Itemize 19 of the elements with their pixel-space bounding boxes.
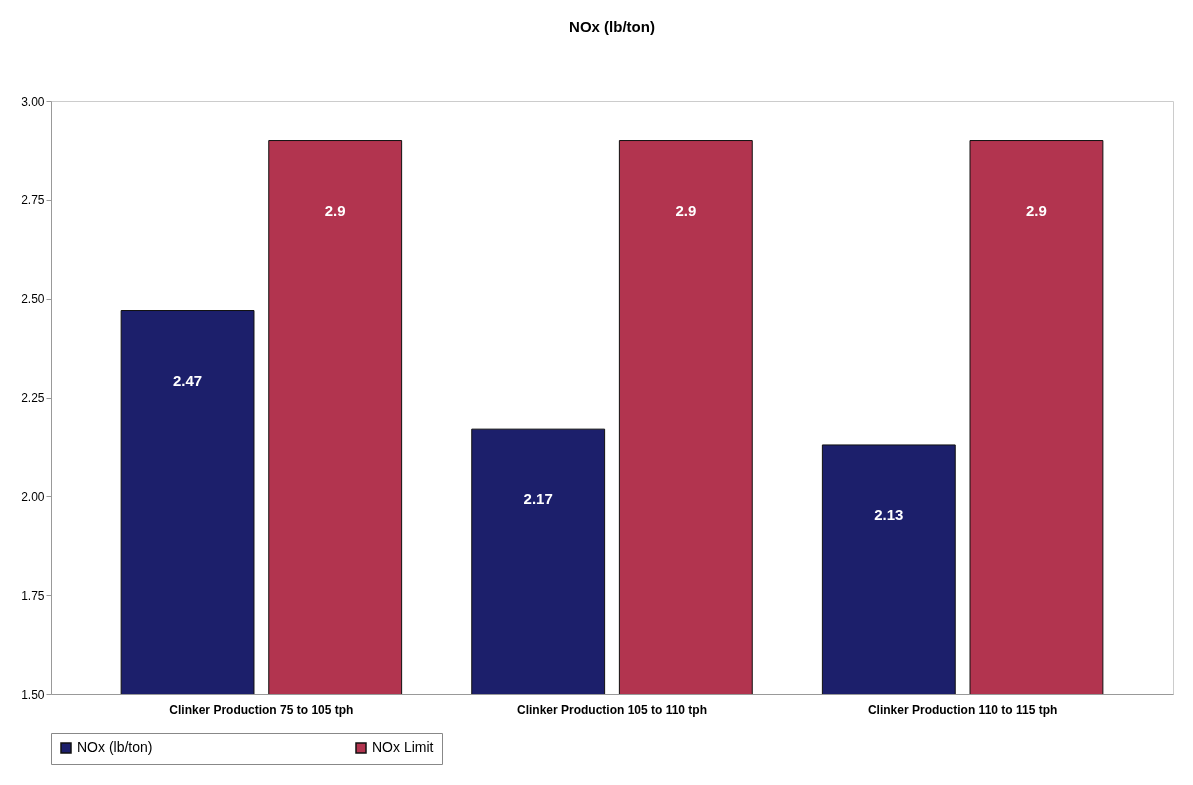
data-label: 2.9 [675, 201, 697, 219]
x-tick-label: Clinker Production 110 to 115 tph [867, 702, 1058, 717]
x-tick-label: Clinker Production 105 to 110 tph [516, 702, 708, 717]
y-tick-label: 3.00 [21, 94, 45, 109]
y-tick-label: 2.00 [21, 489, 45, 504]
data-label: 2.9 [324, 201, 346, 219]
chart-title: NOx (lb/ton) [569, 18, 655, 35]
data-label: 2.13 [874, 505, 904, 523]
y-tick-label: 2.75 [21, 193, 45, 208]
y-tick-label: 1.50 [21, 687, 45, 702]
x-tick-label: Clinker Production 75 to 105 tph [169, 702, 354, 717]
y-tick-label: 2.25 [21, 391, 45, 405]
data-label: 2.17 [523, 490, 553, 508]
y-tick-label: 2.50 [21, 292, 45, 307]
legend-label: NOx (lb/ton) [77, 739, 153, 755]
y-tick-label: 1.75 [21, 588, 45, 603]
legend-label: NOx Limit [372, 739, 434, 755]
data-label: 2.47 [172, 371, 203, 389]
data-label: 2.9 [1026, 201, 1047, 219]
